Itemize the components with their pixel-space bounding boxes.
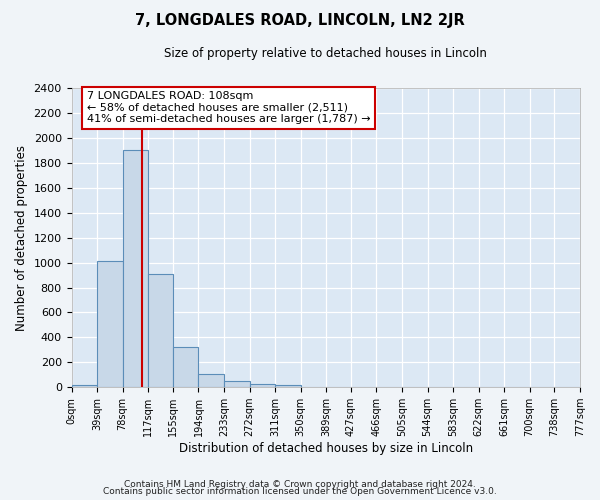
Bar (97, 262, 122, 387)
Title: Size of property relative to detached houses in Lincoln: Size of property relative to detached ho… (164, 48, 487, 60)
Bar (250, 384, 275, 387)
Y-axis label: Number of detached properties: Number of detached properties (15, 144, 28, 330)
X-axis label: Distribution of detached houses by size in Lincoln: Distribution of detached houses by size … (179, 442, 473, 455)
Bar (122, 150, 148, 387)
Text: Contains HM Land Registry data © Crown copyright and database right 2024.: Contains HM Land Registry data © Crown c… (124, 480, 476, 489)
Bar (199, 374, 224, 387)
Bar (224, 381, 250, 387)
Bar (173, 348, 199, 387)
Text: 7, LONGDALES ROAD, LINCOLN, LN2 2JR: 7, LONGDALES ROAD, LINCOLN, LN2 2JR (135, 12, 465, 28)
Text: Contains public sector information licensed under the Open Government Licence v3: Contains public sector information licen… (103, 487, 497, 496)
Bar (275, 384, 301, 387)
Bar (148, 274, 173, 387)
Bar (71, 384, 97, 387)
Text: 7 LONGDALES ROAD: 108sqm
← 58% of detached houses are smaller (2,511)
41% of sem: 7 LONGDALES ROAD: 108sqm ← 58% of detach… (87, 91, 370, 124)
